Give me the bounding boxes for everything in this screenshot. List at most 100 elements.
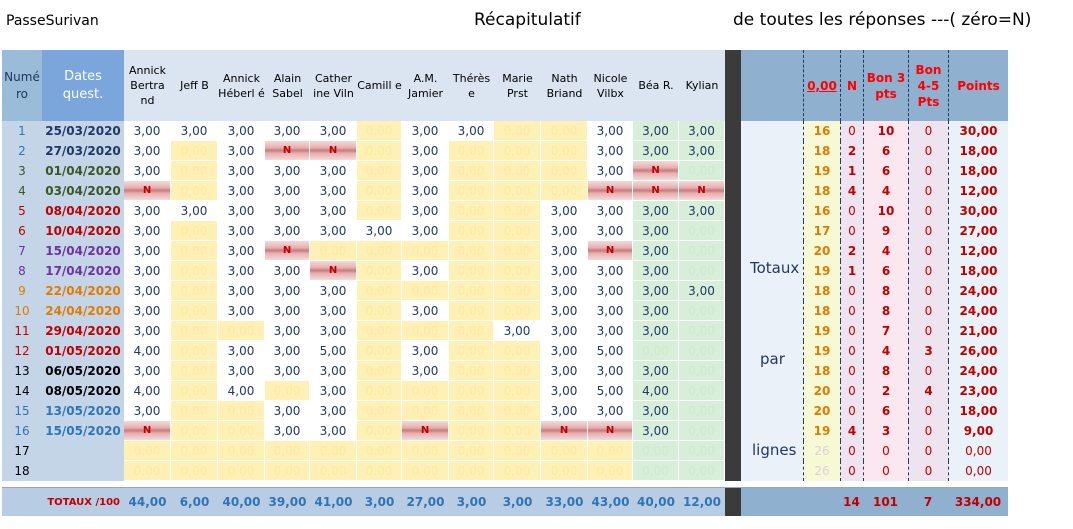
score-cell[interactable]: 3,00 xyxy=(265,121,310,141)
score-cell[interactable]: 0,00 xyxy=(679,161,725,181)
score-cell[interactable]: 0,00 xyxy=(171,381,218,401)
cell-n-marker[interactable]: N xyxy=(588,421,633,441)
score-cell[interactable]: 3,00 xyxy=(218,141,265,161)
score-cell[interactable]: 0,00 xyxy=(357,381,402,401)
score-cell[interactable]: 3,00 xyxy=(124,261,171,281)
score-cell[interactable]: 3,00 xyxy=(679,201,725,221)
score-cell[interactable]: 3,00 xyxy=(402,161,449,181)
score-cell[interactable]: 0,00 xyxy=(541,121,588,141)
cell-n-marker[interactable]: N xyxy=(633,181,679,201)
score-cell[interactable]: 3,00 xyxy=(588,121,633,141)
score-cell[interactable]: 0,00 xyxy=(310,461,357,481)
score-cell[interactable]: 3,00 xyxy=(310,161,357,181)
score-cell[interactable]: 0,00 xyxy=(449,421,494,441)
score-cell[interactable]: 3,00 xyxy=(588,401,633,421)
score-cell[interactable]: 3,00 xyxy=(541,301,588,321)
score-cell[interactable]: 3,00 xyxy=(402,261,449,281)
score-cell[interactable]: 3,00 xyxy=(124,401,171,421)
score-cell[interactable]: 3,00 xyxy=(588,301,633,321)
score-cell[interactable]: 0,00 xyxy=(449,201,494,221)
score-cell[interactable]: 3,00 xyxy=(265,401,310,421)
cell-n-marker[interactable]: N xyxy=(265,241,310,261)
score-cell[interactable]: 4,00 xyxy=(124,381,171,401)
cell-n-marker[interactable]: N xyxy=(588,241,633,261)
score-cell[interactable]: 0,00 xyxy=(449,441,494,461)
score-cell[interactable]: 3,00 xyxy=(124,201,171,221)
score-cell[interactable]: 3,00 xyxy=(633,401,679,421)
score-cell[interactable]: 3,00 xyxy=(633,241,679,261)
score-cell[interactable]: 3,00 xyxy=(218,201,265,221)
score-cell[interactable]: 3,00 xyxy=(218,241,265,261)
score-cell[interactable]: 3,00 xyxy=(588,261,633,281)
score-cell[interactable]: 0,00 xyxy=(171,361,218,381)
score-cell[interactable]: 3,00 xyxy=(402,341,449,361)
score-cell[interactable]: 0,00 xyxy=(402,281,449,301)
score-cell[interactable]: 0,00 xyxy=(357,361,402,381)
score-cell[interactable]: 3,00 xyxy=(541,401,588,421)
cell-n-marker[interactable]: N xyxy=(310,261,357,281)
score-cell[interactable]: 0,00 xyxy=(449,181,494,201)
score-cell[interactable]: 0,00 xyxy=(449,161,494,181)
cell-n-marker[interactable]: N xyxy=(265,141,310,161)
score-cell[interactable]: 3,00 xyxy=(171,201,218,221)
score-cell[interactable]: 0,00 xyxy=(449,281,494,301)
score-cell[interactable]: 3,00 xyxy=(218,261,265,281)
score-cell[interactable]: 0,00 xyxy=(218,461,265,481)
score-cell[interactable]: 0,00 xyxy=(679,421,725,441)
score-cell[interactable]: 3,00 xyxy=(310,401,357,421)
score-cell[interactable]: 3,00 xyxy=(124,301,171,321)
score-cell[interactable]: 3,00 xyxy=(218,161,265,181)
score-cell[interactable]: 0,00 xyxy=(494,361,541,381)
score-cell[interactable]: 0,00 xyxy=(633,341,679,361)
score-cell[interactable]: 3,00 xyxy=(541,341,588,361)
score-cell[interactable]: 3,00 xyxy=(588,141,633,161)
score-cell[interactable]: 0,00 xyxy=(679,261,725,281)
score-cell[interactable]: 3,00 xyxy=(310,181,357,201)
score-cell[interactable]: 0,00 xyxy=(679,221,725,241)
score-cell[interactable]: 0,00 xyxy=(679,301,725,321)
score-cell[interactable]: 3,00 xyxy=(357,221,402,241)
score-cell[interactable]: 3,00 xyxy=(541,281,588,301)
score-cell[interactable]: 3,00 xyxy=(218,221,265,241)
score-cell[interactable]: 3,00 xyxy=(588,361,633,381)
score-cell[interactable]: 3,00 xyxy=(124,161,171,181)
score-cell[interactable]: 0,00 xyxy=(218,321,265,341)
score-cell[interactable]: 0,00 xyxy=(449,361,494,381)
score-cell[interactable]: 3,00 xyxy=(218,341,265,361)
score-cell[interactable]: 0,00 xyxy=(494,281,541,301)
score-cell[interactable]: 0,00 xyxy=(357,421,402,441)
cell-n-marker[interactable]: N xyxy=(588,181,633,201)
score-cell[interactable]: 0,00 xyxy=(588,441,633,461)
score-cell[interactable]: 3,00 xyxy=(124,281,171,301)
score-cell[interactable]: 0,00 xyxy=(357,241,402,261)
score-cell[interactable]: 3,00 xyxy=(265,261,310,281)
score-cell[interactable]: 0,00 xyxy=(218,421,265,441)
score-cell[interactable]: 3,00 xyxy=(124,361,171,381)
score-cell[interactable]: 0,00 xyxy=(494,221,541,241)
score-cell[interactable]: 0,00 xyxy=(449,321,494,341)
score-cell[interactable]: 0,00 xyxy=(679,241,725,261)
score-cell[interactable]: 3,00 xyxy=(402,141,449,161)
score-cell[interactable]: 3,00 xyxy=(633,281,679,301)
score-cell[interactable]: 0,00 xyxy=(588,461,633,481)
score-cell[interactable]: 0,00 xyxy=(171,461,218,481)
score-cell[interactable]: 3,00 xyxy=(588,161,633,181)
score-cell[interactable]: 0,00 xyxy=(357,341,402,361)
score-cell[interactable]: 0,00 xyxy=(494,141,541,161)
score-cell[interactable]: 0,00 xyxy=(171,241,218,261)
score-cell[interactable]: 3,00 xyxy=(402,361,449,381)
score-cell[interactable]: 0,00 xyxy=(124,461,171,481)
score-cell[interactable]: 0,00 xyxy=(679,321,725,341)
score-cell[interactable]: 3,00 xyxy=(265,421,310,441)
score-cell[interactable]: 5,00 xyxy=(588,341,633,361)
score-cell[interactable]: 0,00 xyxy=(541,461,588,481)
score-cell[interactable]: 3,00 xyxy=(265,281,310,301)
score-cell[interactable]: 3,00 xyxy=(265,201,310,221)
score-cell[interactable]: 3,00 xyxy=(310,281,357,301)
score-cell[interactable]: 3,00 xyxy=(218,121,265,141)
score-cell[interactable]: 3,00 xyxy=(588,281,633,301)
cell-n-marker[interactable]: N xyxy=(541,421,588,441)
score-cell[interactable]: 0,00 xyxy=(357,141,402,161)
score-cell[interactable]: 0,00 xyxy=(679,401,725,421)
score-cell[interactable]: 3,00 xyxy=(124,241,171,261)
